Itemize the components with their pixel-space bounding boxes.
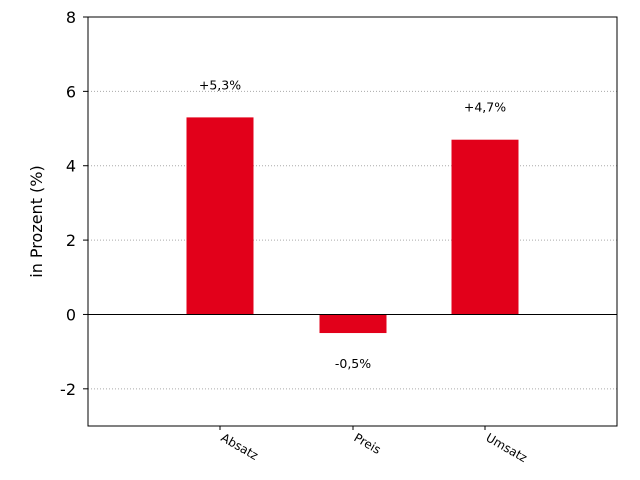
y-tick-label: 2 — [66, 231, 76, 250]
y-axis-ticks: -2 0 2 4 6 8 — [60, 8, 88, 399]
x-tick-label-absatz: Absatz — [219, 430, 261, 462]
y-axis-title: in Prozent (%) — [27, 165, 46, 277]
data-label-preis: -0,5% — [335, 356, 371, 371]
x-tick-label-umsatz: Umsatz — [484, 430, 530, 465]
data-label-absatz: +5,3% — [199, 77, 241, 92]
y-tick-label: 4 — [66, 157, 76, 176]
x-axis-ticks: Absatz Preis Umsatz — [219, 426, 530, 465]
data-label-umsatz: +4,7% — [464, 100, 506, 115]
y-tick-label: -2 — [60, 380, 76, 399]
x-tick-label-preis: Preis — [352, 430, 384, 456]
data-labels: +5,3% -0,5% +4,7% — [199, 77, 506, 371]
y-tick-label: 8 — [66, 8, 76, 27]
y-tick-label: 6 — [66, 82, 76, 101]
grid-lines — [88, 90, 617, 390]
bars — [186, 117, 519, 334]
bar-umsatz — [451, 139, 519, 315]
y-tick-label: 0 — [66, 305, 76, 324]
bar-preis — [319, 314, 387, 334]
bar-absatz — [186, 117, 254, 315]
